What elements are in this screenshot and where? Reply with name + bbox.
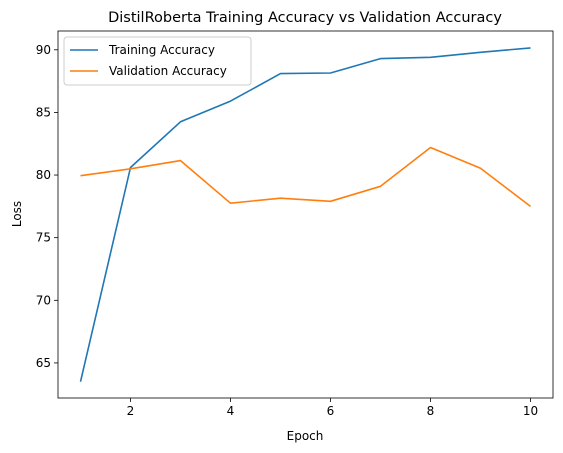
x-tick-label: 6 [327,404,335,418]
axes-frame [57,30,554,399]
y-tick-label: 90 [36,43,51,57]
series-layer [79,47,531,382]
y-tick-label: 80 [36,168,51,182]
x-axis: 2 4 6 8 10 [127,398,538,418]
x-tick-label: 2 [127,404,135,418]
legend-frame [63,36,252,86]
y-tick-label: 65 [36,356,51,370]
x-tick-label: 8 [427,404,435,418]
legend-label: Training Accuracy [108,43,215,57]
x-tick-label: 10 [523,404,538,418]
x-tick-label: 4 [227,404,235,418]
y-tick-label: 70 [36,293,51,307]
plot-area: 2 4 6 8 10 65 70 75 80 85 90 [36,30,554,418]
y-tick-label: 85 [36,105,51,119]
x-axis-title: Epoch [287,429,324,443]
y-axis-title: Loss [10,201,24,227]
y-tick-label: 75 [36,231,51,245]
legend-label: Validation Accuracy [109,64,227,78]
y-axis: 65 70 75 80 85 90 [36,43,58,370]
series-line-validation-accuracy [80,146,531,208]
chart-title: DistilRoberta Training Accuracy vs Valid… [108,10,502,26]
legend: Training Accuracy Validation Accuracy [63,36,252,86]
series-line-training-accuracy [79,47,531,382]
